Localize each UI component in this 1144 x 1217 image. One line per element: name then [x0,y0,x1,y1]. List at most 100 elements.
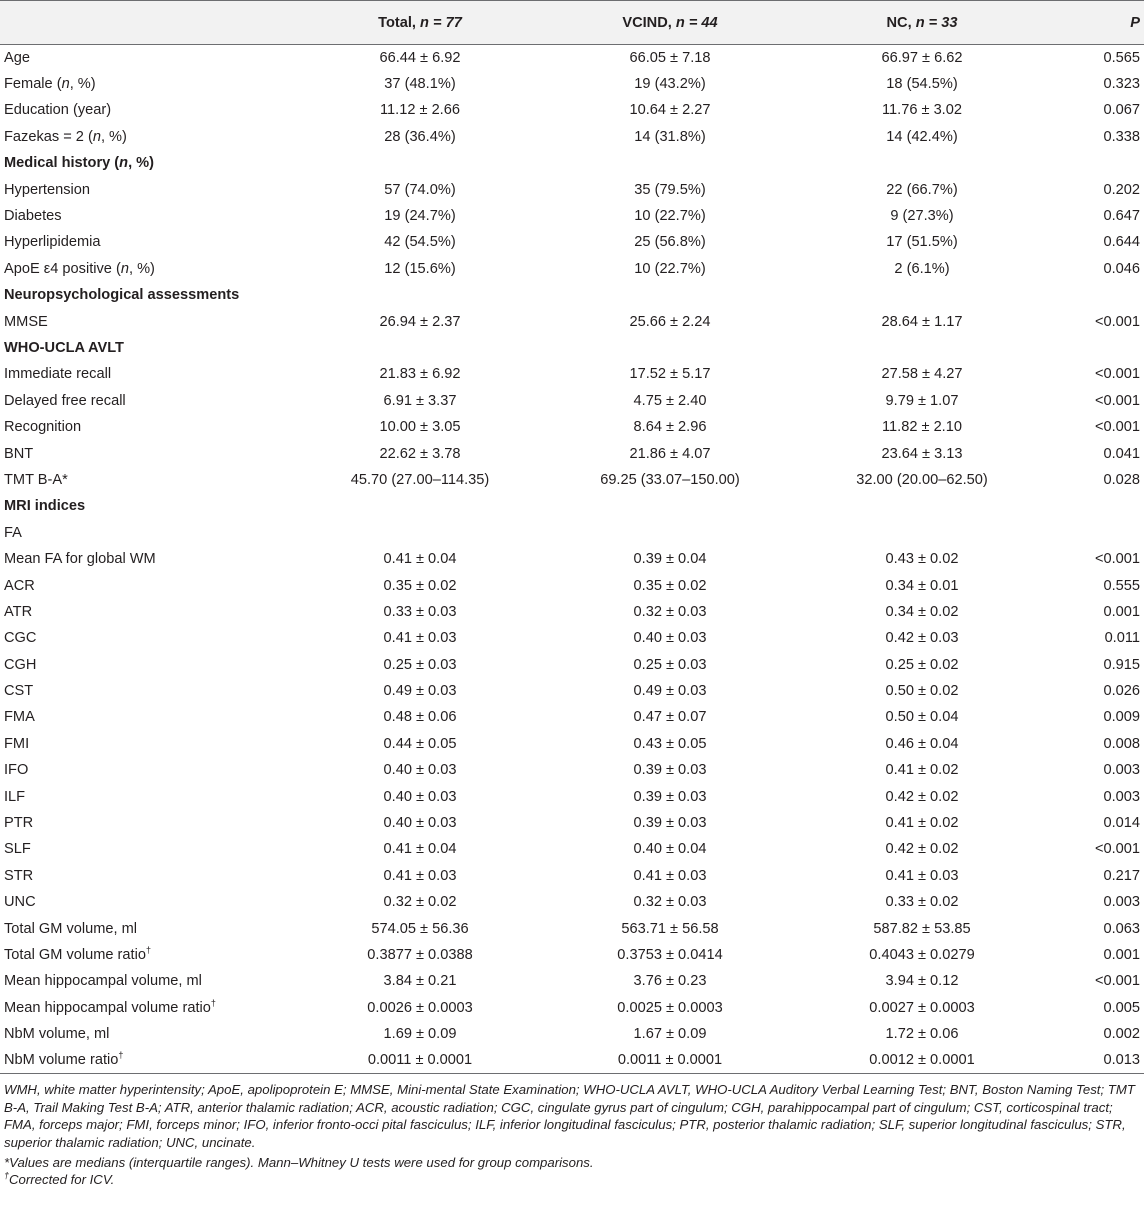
table-row: UNC 0.32 ± 0.02 0.32 ± 0.03 0.33 ± 0.02 0.00… [0,889,1144,915]
row-label: IFO [4,762,29,779]
header-total: Total, n = 77 [300,0,540,45]
cell-vcind: 1.67 ± 0.09 [633,1026,707,1043]
cell-vcind: 0.32 ± 0.03 [633,603,707,620]
cell-vcind: 0.35 ± 0.02 [633,577,707,594]
row-label: ATR [4,603,33,620]
table-row: STR 0.41 ± 0.03 0.41 ± 0.03 0.41 ± 0.03 0.21… [0,863,1144,889]
cell-p: 0.002 [1103,1026,1140,1043]
row-label: FMI [4,735,30,752]
cell-nc: 9.79 ± 1.07 [885,392,959,409]
cell-total: 0.40 ± 0.03 [383,815,457,832]
cell-p: 0.009 [1103,709,1140,726]
cell-vcind: 25.66 ± 2.24 [629,313,711,330]
cell-p: 0.323 [1103,76,1140,93]
cell-vcind: 0.40 ± 0.04 [633,841,707,858]
header-vcind: VCIND, n = 44 [540,0,800,45]
footnote-abbreviations: WMH, white matter hyperintensity; ApoE, … [4,1082,1135,1151]
cell-vcind: 66.05 ± 7.18 [629,49,711,66]
row-label: Total GM volume, ml [4,920,137,937]
cell-vcind: 35 (79.5%) [634,181,706,198]
row-label: Female (n, %) [4,76,96,93]
row-label: MRI indices [4,498,86,515]
table-row: ATR 0.33 ± 0.03 0.32 ± 0.03 0.34 ± 0.02 0.00… [0,599,1144,625]
cell-vcind: 0.32 ± 0.03 [633,894,707,911]
cell-total: 0.41 ± 0.03 [383,867,457,884]
row-label: Recognition [4,419,82,436]
cell-total: 0.40 ± 0.03 [383,762,457,779]
cell-total: 0.48 ± 0.06 [383,709,457,726]
cell-total: 3.84 ± 0.21 [383,973,457,990]
cell-total: 0.49 ± 0.03 [383,683,457,700]
row-label: CGC [4,630,37,647]
table-row: Total GM volume, ml 574.05 ± 56.36 563.71 … [0,915,1144,941]
cell-nc: 0.41 ± 0.02 [885,762,959,779]
header-nc-n: n = 33 [915,14,958,31]
cell-nc: 0.46 ± 0.04 [885,735,959,752]
cell-vcind: 0.25 ± 0.03 [633,656,707,673]
cell-vcind: 563.71 ± 56.58 [621,920,719,937]
table-row: Mean FA for global WM 0.41 ± 0.04 0.39 ± 0… [0,546,1144,572]
cell-vcind: 4.75 ± 2.40 [633,392,707,409]
table-row: Mean hippocampal volume ratio† 0.0026 ± 0… [0,995,1144,1021]
cell-p: <0.001 [1094,419,1140,436]
cell-nc: 0.34 ± 0.02 [885,603,959,620]
cell-nc [800,493,1044,519]
table-container: Total, n = 77 VCIND, n = 44 NC, n = 33 P… [0,0,1144,1189]
cell-nc: 0.25 ± 0.02 [885,656,959,673]
table-row: CST 0.49 ± 0.03 0.49 ± 0.03 0.50 ± 0.02 0.02… [0,678,1144,704]
table-row: TMT B-A* 45.70 (27.00–114.35) 69.25 (33.07… [0,467,1144,493]
cell-nc: 1.72 ± 0.06 [885,1026,959,1043]
cell-p: 0.026 [1103,683,1140,700]
table-row: FA [0,520,1144,546]
cell-total: 26.94 ± 2.37 [379,313,461,330]
table-row: NbM volume ratio† 0.0011 ± 0.0001 0.0011 ±… [0,1047,1144,1075]
section-header-row: WHO-UCLA AVLT [0,335,1144,361]
cell-total: 0.40 ± 0.03 [383,788,457,805]
table-row: Fazekas = 2 (n, %) 28 (36.4%) 14 (31.8%) 14… [0,124,1144,150]
row-label: Age [4,49,30,66]
cell-nc: 0.33 ± 0.02 [885,894,959,911]
row-label: CST [4,683,34,700]
cell-total: 28 (36.4%) [384,128,456,145]
cell-nc: 587.82 ± 53.85 [873,920,971,937]
cell-p: 0.001 [1103,946,1140,963]
row-label: Education (year) [4,102,112,119]
cell-nc: 0.50 ± 0.04 [885,709,959,726]
cell-p: 0.046 [1103,260,1140,277]
cell-vcind: 0.41 ± 0.03 [633,867,707,884]
cell-nc [800,282,1044,308]
cell-vcind: 0.39 ± 0.04 [633,551,707,568]
table-row: ILF 0.40 ± 0.03 0.39 ± 0.03 0.42 ± 0.02 0.00… [0,783,1144,809]
cell-vcind: 0.39 ± 0.03 [633,762,707,779]
header-nc: NC, n = 33 [800,0,1044,45]
cell-total: 22.62 ± 3.78 [379,445,461,462]
table-row: BNT 22.62 ± 3.78 21.86 ± 4.07 23.64 ± 3.13 0… [0,440,1144,466]
cell-p: 0.217 [1103,867,1140,884]
table-footnotes: WMH, white matter hyperintensity; ApoE, … [0,1077,1144,1189]
row-label: UNC [4,894,36,911]
row-label: Mean hippocampal volume ratio† [4,997,216,1016]
section-header-row: Neuropsychological assessments [0,282,1144,308]
row-label: Diabetes [4,208,62,225]
cell-nc: 18 (54.5%) [886,76,958,93]
cell-p: 0.041 [1103,445,1140,462]
cell-vcind [540,282,800,308]
cell-p: <0.001 [1094,366,1140,383]
cell-nc: 0.4043 ± 0.0279 [869,946,975,963]
cell-total [300,282,540,308]
table-row: FMI 0.44 ± 0.05 0.43 ± 0.05 0.46 ± 0.04 0.00… [0,731,1144,757]
row-label: SLF [4,841,31,858]
cell-vcind: 10 (22.7%) [634,260,706,277]
cell-vcind: 3.76 ± 0.23 [633,973,707,990]
cell-p [1044,520,1144,546]
cell-total: 12 (15.6%) [384,260,456,277]
demographics-table: Total, n = 77 VCIND, n = 44 NC, n = 33 P… [0,0,1144,1075]
cell-p [1044,493,1144,519]
cell-vcind: 0.39 ± 0.03 [633,788,707,805]
cell-vcind: 0.0011 ± 0.0001 [540,1047,800,1075]
row-label: ILF [4,788,26,805]
cell-nc: 0.42 ± 0.02 [885,841,959,858]
cell-total [300,150,540,176]
cell-nc: 2 (6.1%) [894,260,950,277]
table-row: Diabetes 19 (24.7%) 10 (22.7%) 9 (27.3%) 0.6… [0,203,1144,229]
